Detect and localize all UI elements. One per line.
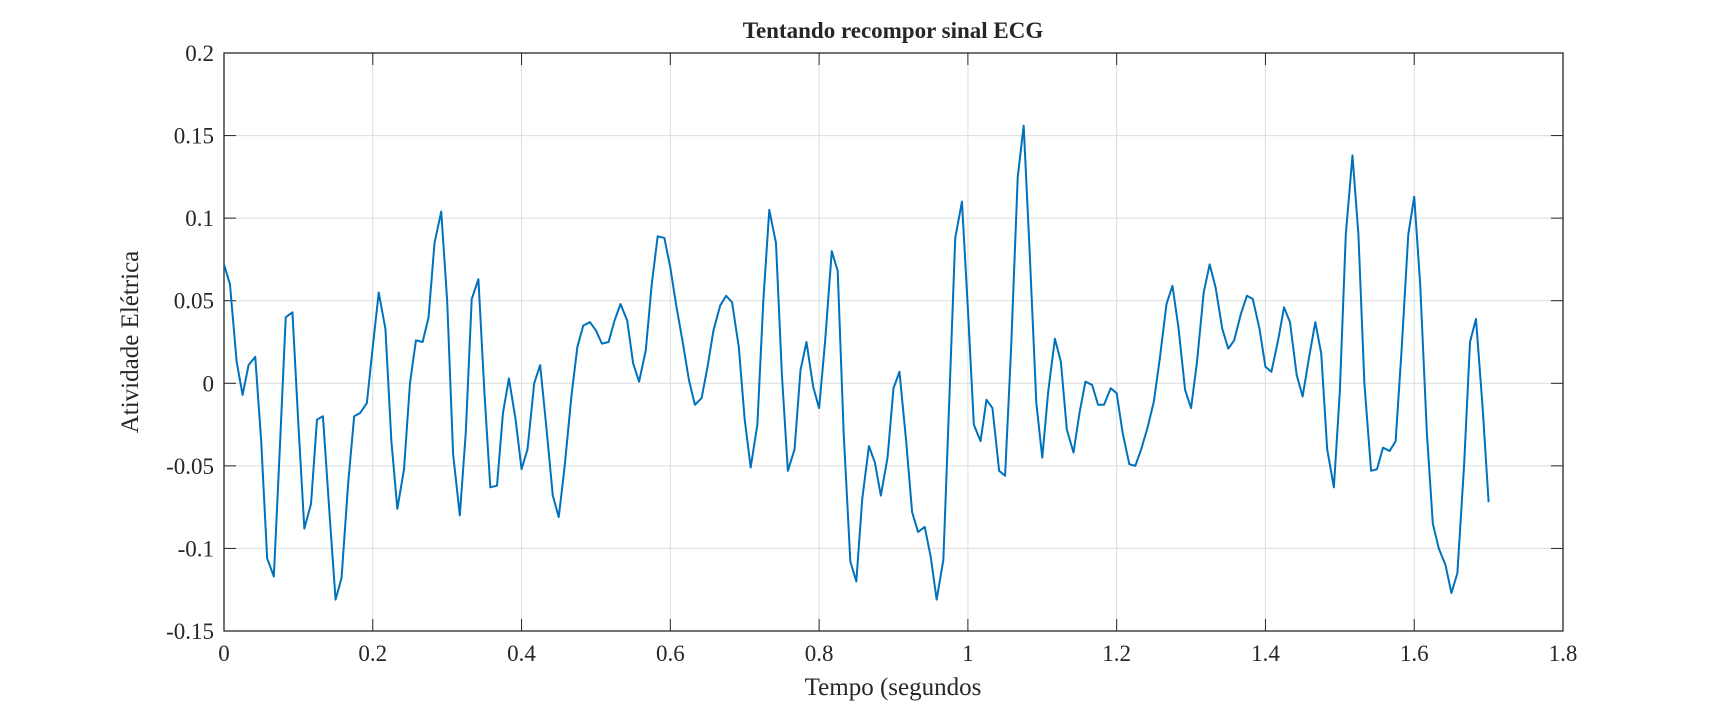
plot-frame bbox=[223, 52, 1564, 632]
x-tick-label: 0.2 bbox=[358, 641, 387, 666]
x-axis-label: Tempo (segundos bbox=[805, 674, 982, 701]
y-tick-label: 0.05 bbox=[174, 289, 214, 314]
x-tick-label: 0 bbox=[218, 641, 230, 666]
x-tick-label: 1.2 bbox=[1102, 641, 1131, 666]
y-tick-label: -0.15 bbox=[166, 619, 214, 644]
y-tick-label: -0.1 bbox=[178, 536, 214, 561]
x-tick-label: 1.4 bbox=[1251, 641, 1280, 666]
x-tick-label: 1.8 bbox=[1549, 641, 1578, 666]
x-tick-label: 0.8 bbox=[805, 641, 834, 666]
y-tick-label: 0.1 bbox=[185, 206, 214, 231]
x-tick-label: 0.4 bbox=[507, 641, 536, 666]
chart-title: Tentando recompor sinal ECG bbox=[743, 18, 1044, 43]
y-tick-label: -0.05 bbox=[166, 454, 214, 479]
y-tick-label: 0.15 bbox=[174, 124, 214, 149]
y-tick-label: 0 bbox=[203, 371, 215, 396]
x-tick-label: 1 bbox=[962, 641, 974, 666]
x-tick-label: 1.6 bbox=[1400, 641, 1429, 666]
y-tick-label: 0.2 bbox=[185, 41, 214, 66]
x-tick-label: 0.6 bbox=[656, 641, 685, 666]
y-axis-label: Atividade Elétrica bbox=[117, 251, 144, 434]
data-line bbox=[223, 124, 1490, 601]
